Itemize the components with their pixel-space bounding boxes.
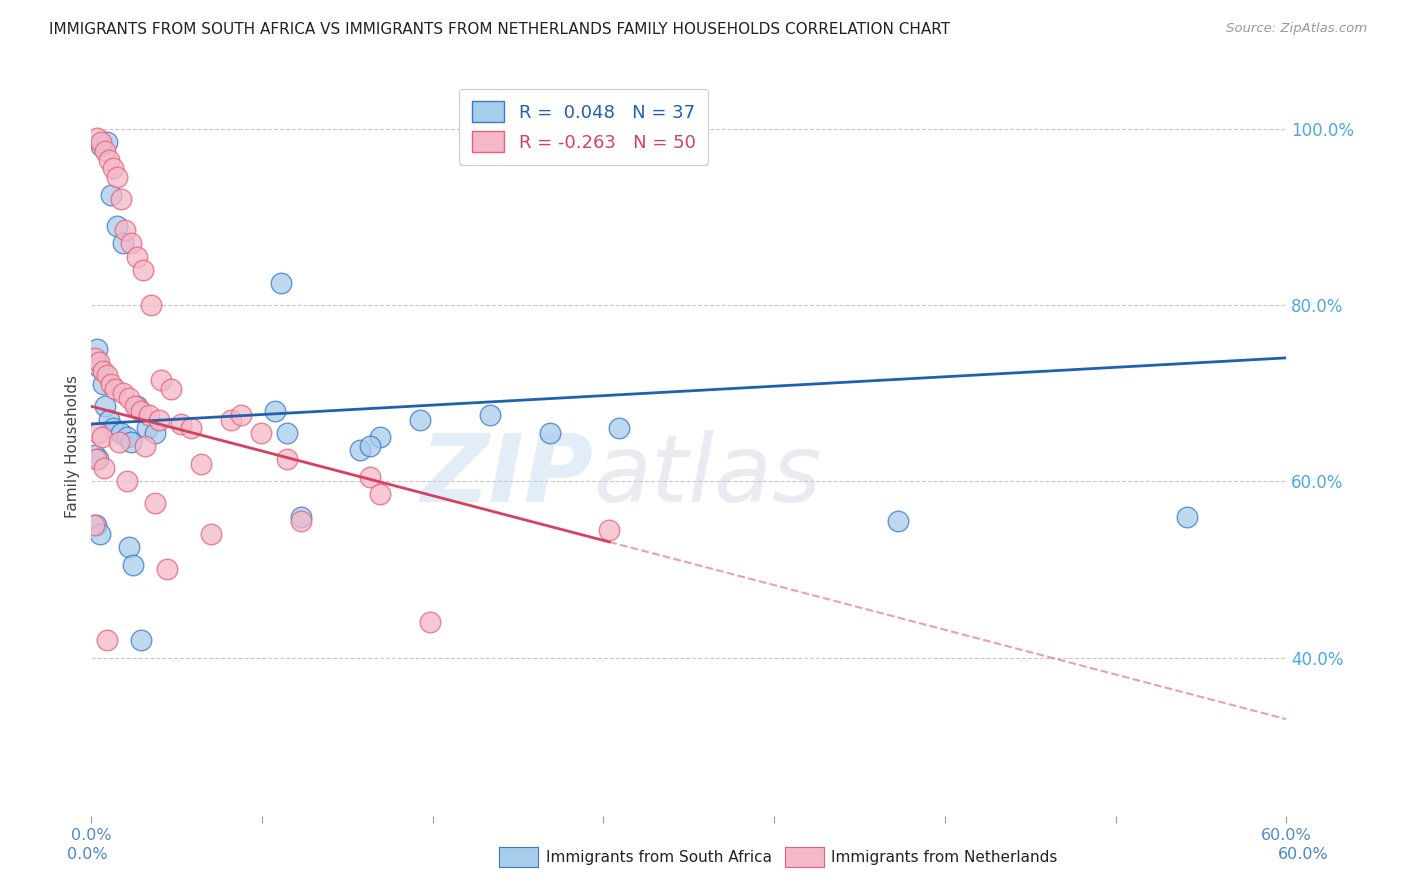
Text: 0.0%: 0.0% (67, 847, 108, 862)
Point (290, 509, 312, 524)
Point (127, 400, 149, 414)
Point (120, 434, 142, 449)
Point (84, 351, 107, 365)
Point (229, 408, 252, 422)
Point (170, 417, 193, 431)
Point (105, 219, 128, 233)
Point (110, 425, 132, 440)
Y-axis label: Family Households: Family Households (65, 375, 80, 517)
Point (110, 192, 132, 206)
Point (108, 434, 131, 449)
Point (104, 382, 127, 396)
Text: Immigrants from South Africa: Immigrants from South Africa (546, 850, 772, 864)
Point (249, 425, 271, 440)
Legend: R =  0.048   N = 37, R = -0.263   N = 50: R = 0.048 N = 37, R = -0.263 N = 50 (458, 88, 709, 164)
Point (419, 615, 441, 630)
Point (103, 161, 125, 176)
Point (127, 250, 149, 264)
Point (114, 223, 136, 237)
Point (124, 400, 146, 414)
Point (148, 412, 170, 426)
Point (84, 448, 107, 462)
Point (89, 355, 111, 369)
Text: Immigrants from Netherlands: Immigrants from Netherlands (831, 850, 1057, 864)
Point (368, 487, 391, 501)
Point (359, 470, 381, 484)
Text: 60.0%: 60.0% (1278, 847, 1329, 862)
Text: Source: ZipAtlas.com: Source: ZipAtlas.com (1226, 22, 1367, 36)
Point (96, 632, 118, 647)
Point (349, 443, 371, 458)
Point (156, 562, 179, 576)
Point (118, 391, 141, 405)
Point (141, 298, 162, 312)
Point (598, 523, 620, 537)
Point (115, 475, 138, 489)
Point (143, 425, 166, 440)
Point (132, 262, 155, 277)
Point (98, 153, 121, 167)
Point (478, 408, 501, 422)
Point (1175, 509, 1198, 524)
Point (93, 377, 114, 392)
Point (87, 452, 110, 467)
Point (150, 373, 173, 387)
Point (103, 421, 125, 435)
Point (90, 135, 112, 149)
Point (368, 430, 391, 444)
Point (90, 139, 112, 153)
Point (887, 514, 910, 528)
Point (86, 130, 108, 145)
Point (120, 236, 142, 251)
Point (143, 496, 166, 510)
Point (91, 430, 114, 444)
Text: ZIP: ZIP (420, 430, 593, 522)
Point (270, 276, 292, 290)
Point (89, 359, 111, 374)
Point (98, 412, 121, 426)
Point (138, 408, 160, 422)
Point (118, 541, 141, 555)
Point (409, 412, 432, 426)
Point (93, 461, 115, 475)
Point (134, 439, 156, 453)
Point (112, 236, 135, 251)
Point (263, 403, 285, 417)
Point (276, 425, 298, 440)
Point (129, 632, 152, 647)
Text: atlas: atlas (593, 430, 821, 521)
Point (105, 170, 128, 185)
Point (160, 382, 183, 396)
Point (129, 403, 152, 417)
Point (86, 342, 108, 356)
Point (122, 558, 145, 572)
Point (200, 527, 222, 541)
Point (94, 144, 117, 158)
Point (100, 187, 122, 202)
Point (87, 425, 110, 440)
Point (359, 439, 381, 453)
Point (219, 412, 242, 426)
Point (538, 425, 561, 440)
Point (136, 421, 159, 435)
Point (115, 430, 138, 444)
Point (86, 518, 108, 533)
Point (276, 452, 298, 467)
Point (83, 518, 105, 533)
Point (93, 364, 114, 378)
Point (96, 368, 118, 383)
Point (290, 514, 312, 528)
Point (112, 386, 135, 401)
Point (100, 377, 122, 392)
Point (180, 421, 202, 435)
Point (607, 421, 630, 435)
Point (96, 135, 118, 149)
Point (86, 452, 108, 467)
Point (89, 527, 111, 541)
Point (190, 457, 212, 471)
Text: IMMIGRANTS FROM SOUTH AFRICA VS IMMIGRANTS FROM NETHERLANDS FAMILY HOUSEHOLDS CO: IMMIGRANTS FROM SOUTH AFRICA VS IMMIGRAN… (49, 22, 950, 37)
Point (94, 400, 117, 414)
